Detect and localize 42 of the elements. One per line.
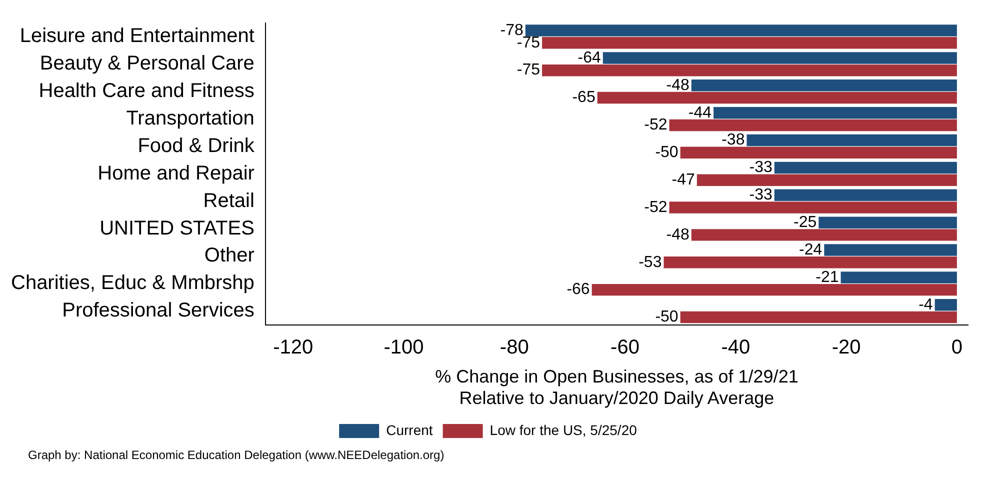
x-tick-label: 0 <box>951 336 962 358</box>
x-tick-label: -100 <box>384 336 424 358</box>
data-label: -44 <box>688 104 712 122</box>
data-label: -48 <box>666 76 690 94</box>
y-tick-label: Food & Drink <box>138 134 256 157</box>
data-label: -50 <box>655 144 678 162</box>
x-tick-label: -120 <box>273 336 314 358</box>
data-label: -64 <box>578 49 601 66</box>
x-axis-title: % Change in Open Businesses, as of 1/29/21 Relative to January/2020 Daily Average <box>435 366 798 408</box>
legend-label: Low for the US, 5/25/20 <box>490 422 638 438</box>
data-label: -52 <box>644 198 668 216</box>
data-label: -65 <box>572 89 596 106</box>
y-tick-label: Other <box>204 244 255 267</box>
data-label: -50 <box>655 308 678 326</box>
x-tick-label: -40 <box>721 336 750 358</box>
y-tick-label: Professional Services <box>62 300 254 322</box>
data-label: -33 <box>749 186 772 204</box>
y-tick-label: Beauty & Personal Care <box>40 52 254 75</box>
data-label: -21 <box>816 268 839 286</box>
x-tick-label: -20 <box>832 336 861 358</box>
data-label: -33 <box>749 159 772 176</box>
data-label: -47 <box>672 171 696 188</box>
y-tick-label: UNITED STATES <box>100 217 254 240</box>
y-tick-label: Retail <box>203 190 254 212</box>
data-label: -48 <box>666 226 690 244</box>
data-label: -66 <box>566 281 590 298</box>
y-tick-label: Transportation <box>126 108 254 130</box>
data-label: -25 <box>794 214 817 232</box>
data-label: -24 <box>799 241 822 258</box>
data-label: -75 <box>516 62 540 79</box>
data-label: -53 <box>638 254 662 271</box>
y-tick-label: Home and Repair <box>98 162 255 184</box>
text: Graph by: National Economic Education Delegation (www.NEEDelegation.org) <box>28 448 446 462</box>
legend-label: Current <box>386 422 433 438</box>
data-label: -52 <box>644 116 668 134</box>
data-label: -4 <box>918 296 933 314</box>
data-label: -38 <box>722 132 745 149</box>
y-tick-label: Charities, Educ & Mmbrshp <box>10 272 254 294</box>
x-tick-label: -60 <box>610 336 640 358</box>
x-tick-label: -80 <box>500 336 529 358</box>
y-tick-label: Health Care and Fitness <box>38 80 254 102</box>
y-tick-label: Leisure and Entertainment <box>20 25 255 48</box>
